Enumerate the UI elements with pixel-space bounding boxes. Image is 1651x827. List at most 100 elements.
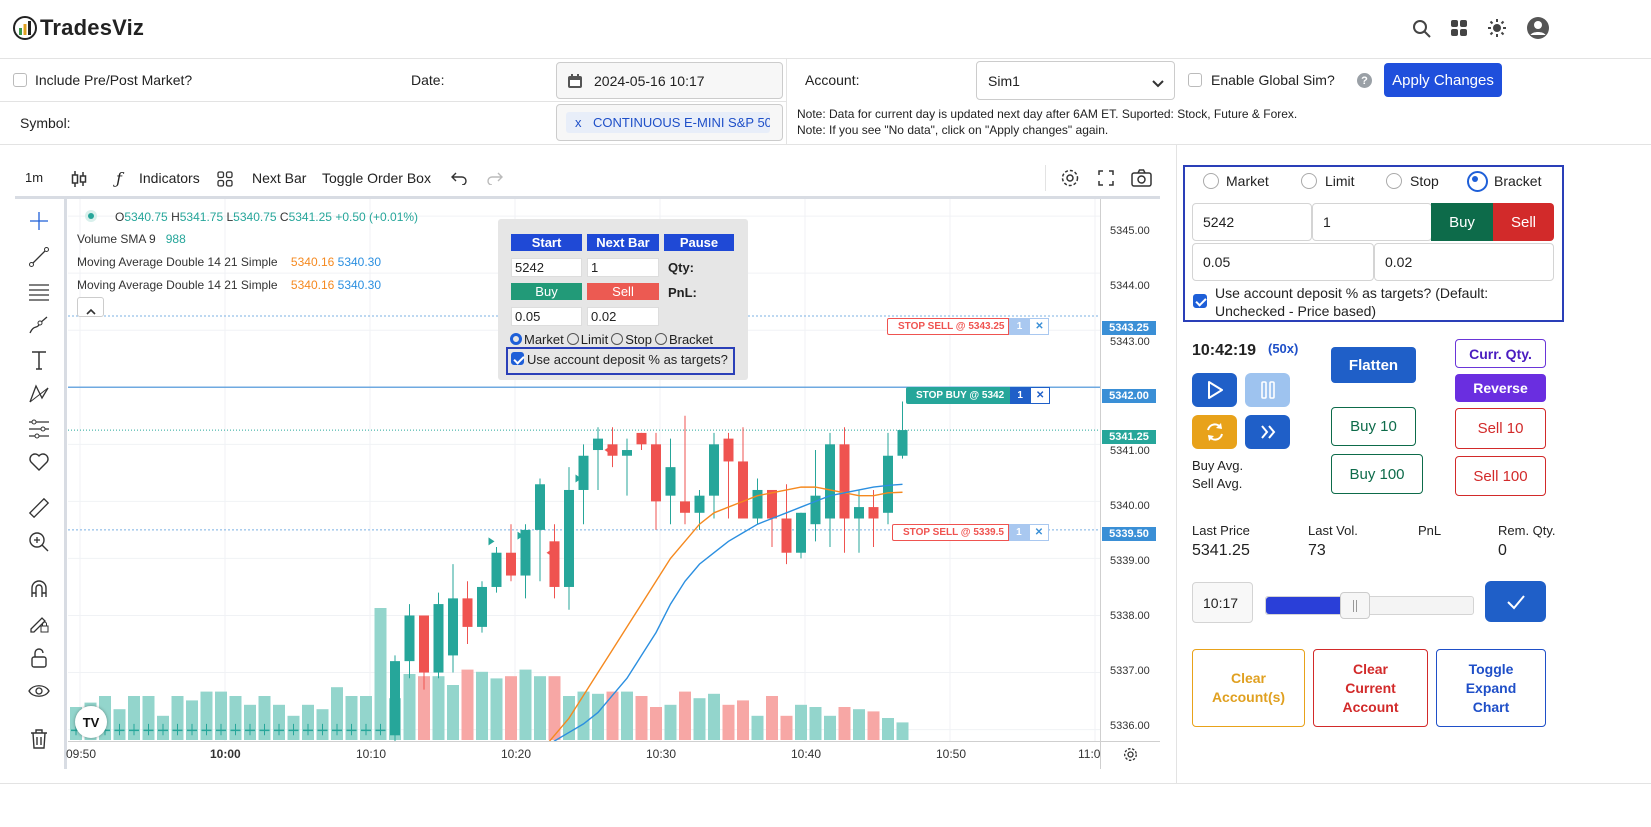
box-sl-input[interactable]: 0.02 <box>587 307 659 326</box>
radio-limit-label: Limit <box>1325 173 1355 189</box>
undo-icon[interactable] <box>451 171 467 186</box>
panel-sell-button[interactable]: Sell <box>1493 203 1554 241</box>
box-tp-input[interactable]: 0.05 <box>511 307 582 326</box>
fast-forward-button[interactable] <box>1245 415 1290 449</box>
include-prepost-checkbox[interactable] <box>13 73 27 87</box>
horizontal-lines-icon[interactable] <box>28 281 50 303</box>
box-sell-button[interactable]: Sell <box>587 283 659 300</box>
unlock-icon[interactable] <box>28 647 50 669</box>
radio-limit[interactable] <box>1301 173 1317 189</box>
flatten-button[interactable]: Flatten <box>1331 347 1416 383</box>
crosshair-icon[interactable] <box>28 210 50 232</box>
ruler-icon[interactable] <box>28 497 50 519</box>
help-icon[interactable]: ? <box>1357 73 1372 88</box>
settings-gear-icon[interactable] <box>1060 168 1080 188</box>
next-bar-box-button[interactable]: Next Bar <box>587 234 659 251</box>
theme-sun-icon[interactable] <box>1487 18 1507 38</box>
ma-legend-2[interactable]: Moving Average Double 14 21 Simple 5340.… <box>77 278 381 292</box>
volume-legend[interactable]: Volume SMA 9 988 <box>77 232 186 246</box>
order-close-icon[interactable]: ✕ <box>1030 387 1051 404</box>
radio-stop[interactable] <box>1386 173 1402 189</box>
order-line-stop-buy[interactable]: STOP BUY @ 5342 1 ✕ <box>906 387 1051 404</box>
radio-bracket[interactable] <box>1467 171 1488 192</box>
panel-tp-input[interactable]: 0.05 <box>1192 243 1374 281</box>
search-icon[interactable] <box>1412 19 1432 39</box>
legend-collapse-button[interactable] <box>77 297 104 317</box>
box-buy-button[interactable]: Buy <box>511 283 582 300</box>
panel-qty-input[interactable]: 1 <box>1312 203 1432 241</box>
pause-play-button[interactable] <box>1245 373 1290 407</box>
box-radio-limit[interactable] <box>566 333 579 345</box>
pattern-icon[interactable] <box>28 383 50 405</box>
ma-legend-1[interactable]: Moving Average Double 14 21 Simple 5340.… <box>77 255 381 269</box>
trendline-icon[interactable] <box>28 246 50 268</box>
buy-10-button[interactable]: Buy 10 <box>1331 407 1416 446</box>
panel-use-deposit-checkbox[interactable] <box>1193 294 1207 308</box>
order-line-stop-sell-2[interactable]: STOP SELL @ 5339.5 1 ✕ <box>892 524 1049 541</box>
indicators-button[interactable]: Indicators <box>139 170 200 186</box>
play-button[interactable] <box>1192 373 1237 407</box>
price-chart-canvas[interactable] <box>68 199 1100 753</box>
candle-type-icon[interactable] <box>71 170 87 188</box>
slider-time-input[interactable]: 10:17 <box>1192 582 1253 623</box>
zoom-in-icon[interactable] <box>28 531 50 553</box>
eye-icon[interactable] <box>28 680 50 702</box>
panel-sl-input[interactable]: 0.02 <box>1374 243 1554 281</box>
fx-icon[interactable]: ƒ <box>116 169 122 188</box>
reverse-button[interactable]: Reverse <box>1455 374 1546 402</box>
layout-grid-icon[interactable] <box>217 171 233 187</box>
text-tool-icon[interactable] <box>28 349 50 371</box>
symbol-select[interactable]: x CONTINUOUS E-MINI S&P 500 <box>556 104 783 141</box>
next-bar-button[interactable]: Next Bar <box>252 170 307 186</box>
volume-bar <box>606 691 619 740</box>
buy-100-button[interactable]: Buy 100 <box>1331 454 1423 494</box>
heart-icon[interactable] <box>28 451 50 473</box>
trash-icon[interactable] <box>28 728 50 750</box>
order-close-icon[interactable]: ✕ <box>1028 524 1049 541</box>
box-radio-stop[interactable] <box>611 333 624 345</box>
box-qty-input[interactable]: 1 <box>587 258 659 277</box>
app-logo[interactable]: TradesViz <box>12 14 144 42</box>
toggle-order-box-button[interactable]: Toggle Order Box <box>322 170 431 186</box>
toggle-expand-chart-button[interactable]: Toggle Expand Chart <box>1436 649 1546 727</box>
magnet-icon[interactable] <box>28 578 50 600</box>
box-price-input[interactable]: 5242 <box>511 258 582 277</box>
confirm-slider-button[interactable] <box>1485 581 1546 622</box>
reload-button[interactable] <box>1192 415 1237 449</box>
redo-icon[interactable] <box>487 171 503 186</box>
order-close-icon[interactable]: ✕ <box>1029 318 1050 335</box>
clear-current-account-button[interactable]: Clear Current Account <box>1313 649 1428 727</box>
tradingview-logo[interactable]: TV <box>75 706 107 738</box>
projection-icon[interactable] <box>28 418 50 440</box>
candle-body <box>317 729 328 732</box>
sell-10-button[interactable]: Sell 10 <box>1455 408 1546 449</box>
symbol-remove-button[interactable]: x <box>575 115 582 130</box>
clear-accounts-button[interactable]: Clear Account(s) <box>1192 649 1305 727</box>
replay-slider-thumb[interactable] <box>1340 592 1370 619</box>
interval-button[interactable]: 1m <box>25 170 44 185</box>
date-picker[interactable]: 2024-05-16 10:17 <box>556 62 783 99</box>
box-use-deposit-checkbox[interactable] <box>511 352 524 365</box>
panel-buy-button[interactable]: Buy <box>1431 203 1493 241</box>
price-chart[interactable] <box>68 199 1100 753</box>
lock-drawings-icon[interactable] <box>28 612 50 634</box>
axis-settings-icon[interactable] <box>1123 747 1138 762</box>
panel-price-input[interactable]: 5242 <box>1192 203 1312 241</box>
account-select[interactable]: Sim1 <box>976 61 1175 100</box>
box-radio-market[interactable] <box>510 333 522 345</box>
fullscreen-icon[interactable] <box>1098 170 1114 186</box>
apply-changes-button[interactable]: Apply Changes <box>1384 63 1502 97</box>
enable-global-sim-checkbox[interactable] <box>1188 73 1202 87</box>
sell-100-button[interactable]: Sell 100 <box>1455 456 1546 496</box>
camera-icon[interactable] <box>1131 169 1152 187</box>
pause-button[interactable]: Pause <box>664 234 734 251</box>
radio-market[interactable] <box>1203 173 1219 189</box>
order-line-stop-sell[interactable]: STOP SELL @ 5343.25 1 ✕ <box>887 318 1050 335</box>
box-radio-bracket[interactable] <box>654 333 667 345</box>
start-button[interactable]: Start <box>511 234 582 251</box>
replay-slider[interactable] <box>1265 592 1474 619</box>
brush-icon[interactable] <box>28 314 50 336</box>
curr-qty-button[interactable]: Curr. Qty. <box>1455 339 1546 368</box>
apps-grid-icon[interactable] <box>1450 19 1468 37</box>
user-avatar-icon[interactable] <box>1526 16 1550 40</box>
